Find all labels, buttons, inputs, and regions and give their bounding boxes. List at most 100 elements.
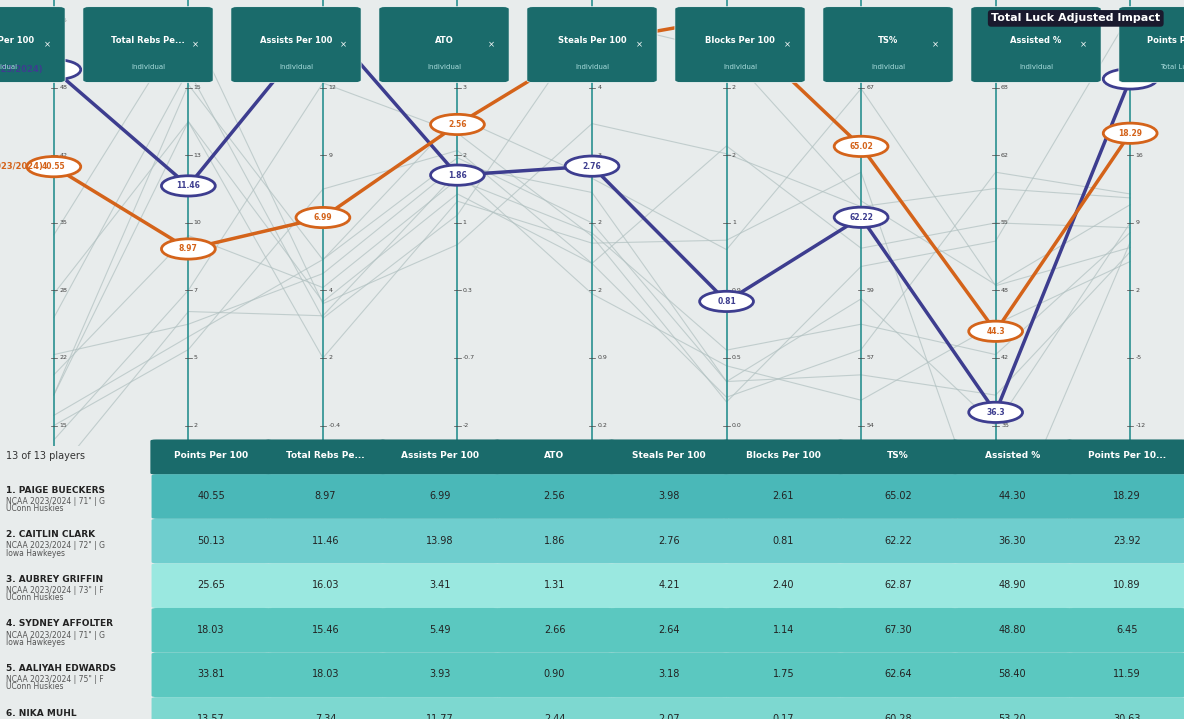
FancyBboxPatch shape [723, 519, 843, 564]
FancyBboxPatch shape [1066, 439, 1184, 475]
Text: 62.64: 62.64 [884, 669, 912, 679]
FancyBboxPatch shape [380, 608, 500, 653]
Text: CAITLIN CLARK (NCAA 2023/2024): CAITLIN CLARK (NCAA 2023/2024) [0, 65, 43, 74]
Text: 10.89: 10.89 [1113, 580, 1140, 590]
Text: Assists Per 100: Assists Per 100 [259, 36, 333, 45]
Circle shape [296, 207, 349, 228]
Text: 2. CAITLIN CLARK: 2. CAITLIN CLARK [6, 530, 95, 539]
Text: 0.5: 0.5 [732, 355, 741, 360]
Text: 33.81: 33.81 [198, 669, 225, 679]
Text: Individual: Individual [131, 64, 165, 70]
FancyBboxPatch shape [266, 608, 385, 653]
Circle shape [700, 9, 753, 29]
FancyBboxPatch shape [610, 653, 728, 697]
FancyBboxPatch shape [495, 519, 614, 564]
Text: Steals Per 100: Steals Per 100 [632, 452, 706, 460]
FancyBboxPatch shape [838, 564, 958, 608]
Text: 1.75: 1.75 [773, 669, 794, 679]
FancyBboxPatch shape [380, 475, 500, 519]
Text: 2: 2 [463, 153, 466, 158]
FancyBboxPatch shape [723, 697, 843, 719]
Text: 1.86: 1.86 [543, 536, 565, 546]
Text: -12: -12 [1135, 423, 1146, 428]
FancyBboxPatch shape [380, 519, 500, 564]
Text: UConn Huskies: UConn Huskies [6, 682, 64, 691]
Text: Individual: Individual [871, 64, 905, 70]
Text: ×: × [340, 40, 347, 49]
Text: 4. SYDNEY AFFOLTER: 4. SYDNEY AFFOLTER [6, 619, 112, 628]
Text: 2.40: 2.40 [773, 580, 794, 590]
Text: 40.55: 40.55 [41, 162, 65, 171]
Text: Iowa Hawkeyes: Iowa Hawkeyes [6, 549, 65, 557]
FancyBboxPatch shape [953, 697, 1072, 719]
FancyBboxPatch shape [1067, 519, 1184, 564]
Text: 75: 75 [1000, 18, 1009, 23]
Text: 0.9: 0.9 [732, 288, 742, 293]
FancyBboxPatch shape [495, 475, 614, 519]
Text: 40.55: 40.55 [198, 491, 225, 501]
Text: 5.49: 5.49 [430, 625, 451, 635]
Text: 2.56: 2.56 [543, 491, 565, 501]
Circle shape [565, 32, 619, 52]
Text: 3: 3 [463, 86, 466, 91]
Text: 1: 1 [732, 221, 735, 225]
FancyBboxPatch shape [1067, 608, 1184, 653]
Text: 8.97: 8.97 [315, 491, 336, 501]
Text: ×: × [192, 40, 199, 49]
Text: 16.03: 16.03 [311, 580, 340, 590]
Text: 3.93: 3.93 [430, 669, 451, 679]
FancyBboxPatch shape [231, 6, 361, 83]
Text: NCAA 2023/2024 | 72" | G: NCAA 2023/2024 | 72" | G [6, 541, 105, 550]
FancyBboxPatch shape [610, 475, 728, 519]
Text: Total Rebs Pe...: Total Rebs Pe... [111, 36, 185, 45]
Text: 2.76: 2.76 [583, 162, 601, 170]
Text: 2: 2 [598, 288, 601, 293]
FancyBboxPatch shape [610, 519, 728, 564]
Text: 11.59: 11.59 [1113, 669, 1140, 679]
Text: 25.65: 25.65 [198, 580, 225, 590]
Text: 6.45: 6.45 [1117, 625, 1138, 635]
Circle shape [27, 60, 81, 80]
Text: 35: 35 [1000, 423, 1009, 428]
FancyBboxPatch shape [838, 653, 958, 697]
Text: 13.98: 13.98 [426, 536, 453, 546]
Circle shape [161, 239, 215, 259]
Text: Points Per 10...: Points Per 10... [1088, 452, 1166, 460]
Text: 23.92: 23.92 [1113, 536, 1140, 546]
Text: 62.22: 62.22 [884, 536, 912, 546]
Text: Assisted %: Assisted % [1010, 36, 1062, 45]
FancyBboxPatch shape [379, 6, 509, 83]
FancyBboxPatch shape [265, 439, 386, 475]
Circle shape [835, 137, 888, 157]
FancyBboxPatch shape [152, 519, 271, 564]
Circle shape [27, 157, 81, 177]
Text: 62.22: 62.22 [849, 213, 873, 222]
Text: 0.3: 0.3 [463, 288, 472, 293]
Text: TS%: TS% [877, 36, 899, 45]
Text: 2.07: 2.07 [658, 714, 680, 719]
FancyBboxPatch shape [266, 475, 385, 519]
FancyBboxPatch shape [723, 564, 843, 608]
FancyBboxPatch shape [953, 608, 1072, 653]
Text: 2: 2 [194, 423, 198, 428]
Text: 2: 2 [732, 153, 736, 158]
Text: ×: × [44, 40, 51, 49]
Text: 1: 1 [463, 221, 466, 225]
Text: 44.3: 44.3 [986, 327, 1005, 336]
Text: 9: 9 [328, 153, 333, 158]
Text: 11.77: 11.77 [426, 714, 453, 719]
Text: ×: × [1080, 40, 1087, 49]
Text: 15: 15 [59, 423, 67, 428]
FancyBboxPatch shape [266, 653, 385, 697]
Text: 18.03: 18.03 [311, 669, 340, 679]
Text: 65.02: 65.02 [849, 142, 873, 151]
Text: ×: × [488, 40, 495, 49]
Text: 0.17: 0.17 [773, 714, 794, 719]
FancyBboxPatch shape [380, 653, 500, 697]
Circle shape [161, 175, 215, 196]
Text: 7: 7 [194, 288, 198, 293]
Text: Total Rebs Pe...: Total Rebs Pe... [287, 452, 365, 460]
FancyBboxPatch shape [150, 439, 272, 475]
Circle shape [431, 165, 484, 186]
Text: 3: 3 [732, 18, 736, 23]
